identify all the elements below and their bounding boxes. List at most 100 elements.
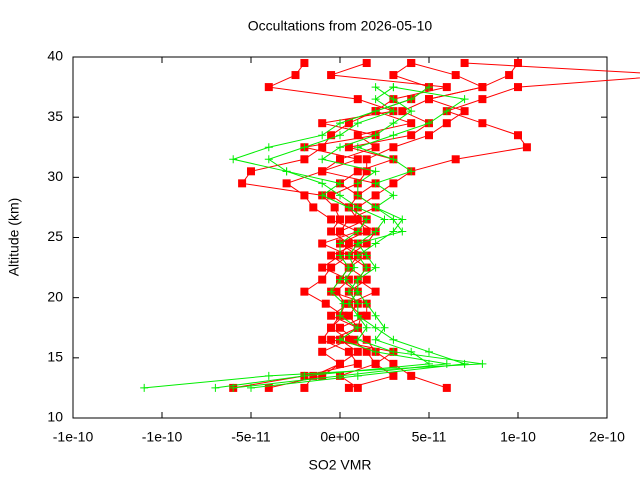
point bbox=[327, 215, 336, 224]
point bbox=[398, 215, 407, 224]
point bbox=[344, 203, 353, 212]
point bbox=[318, 155, 327, 164]
point bbox=[327, 311, 336, 320]
point bbox=[229, 383, 238, 392]
point bbox=[318, 371, 327, 380]
point bbox=[362, 347, 371, 356]
point bbox=[371, 335, 380, 344]
point bbox=[407, 95, 416, 104]
point bbox=[371, 179, 380, 188]
profile-line bbox=[330, 62, 519, 389]
point bbox=[371, 227, 380, 236]
point bbox=[318, 119, 327, 128]
point bbox=[442, 107, 451, 116]
point bbox=[371, 203, 380, 212]
point bbox=[344, 251, 353, 260]
x-tick-label: 0e+00 bbox=[320, 429, 360, 445]
y-tick-label: 40 bbox=[47, 48, 63, 64]
point bbox=[336, 131, 344, 140]
point bbox=[330, 203, 339, 212]
point bbox=[371, 311, 380, 320]
point bbox=[389, 179, 398, 188]
x-tick-label: -1e-10 bbox=[53, 429, 94, 445]
point bbox=[362, 323, 371, 332]
point bbox=[318, 131, 327, 140]
point bbox=[389, 119, 398, 128]
point bbox=[389, 155, 398, 164]
point bbox=[336, 179, 344, 188]
point bbox=[353, 359, 362, 368]
point bbox=[389, 71, 398, 80]
point bbox=[336, 251, 344, 260]
point bbox=[327, 71, 336, 80]
point bbox=[282, 167, 291, 176]
point bbox=[380, 215, 389, 224]
point bbox=[371, 239, 380, 248]
point bbox=[336, 275, 344, 284]
profile-line bbox=[250, 86, 465, 389]
point bbox=[407, 347, 416, 356]
point bbox=[336, 143, 344, 152]
point bbox=[327, 335, 336, 344]
point bbox=[362, 239, 371, 248]
point bbox=[264, 155, 273, 164]
point bbox=[514, 83, 522, 92]
point bbox=[407, 371, 416, 380]
point bbox=[353, 143, 362, 152]
point bbox=[371, 83, 380, 92]
point bbox=[371, 347, 380, 356]
point bbox=[398, 107, 407, 116]
point bbox=[380, 323, 389, 332]
y-tick-label: 10 bbox=[47, 409, 63, 425]
point bbox=[336, 359, 344, 368]
point bbox=[407, 107, 416, 116]
point bbox=[362, 335, 371, 344]
point bbox=[291, 71, 300, 80]
point bbox=[362, 155, 371, 164]
point bbox=[389, 83, 398, 92]
point bbox=[514, 131, 522, 140]
point bbox=[425, 347, 433, 356]
point bbox=[425, 119, 433, 128]
point bbox=[514, 59, 522, 68]
point bbox=[442, 83, 451, 92]
point bbox=[327, 191, 336, 200]
point bbox=[371, 131, 380, 140]
point bbox=[460, 107, 469, 116]
point bbox=[362, 275, 371, 284]
point bbox=[407, 167, 416, 176]
point bbox=[229, 155, 238, 164]
point bbox=[318, 191, 327, 200]
point bbox=[247, 167, 255, 176]
point bbox=[362, 299, 371, 308]
point bbox=[353, 239, 362, 248]
point bbox=[389, 371, 398, 380]
point bbox=[353, 299, 362, 308]
point bbox=[522, 143, 531, 152]
y-tick-label: 25 bbox=[47, 228, 63, 244]
point bbox=[327, 251, 336, 260]
point bbox=[353, 119, 362, 128]
profile-line bbox=[215, 86, 466, 389]
point bbox=[389, 335, 398, 344]
point bbox=[389, 107, 398, 116]
point bbox=[336, 155, 344, 164]
point bbox=[339, 299, 348, 308]
point bbox=[353, 203, 362, 212]
point bbox=[336, 323, 344, 332]
point bbox=[451, 155, 460, 164]
point bbox=[282, 179, 291, 188]
point bbox=[353, 275, 362, 284]
point bbox=[353, 287, 362, 296]
point bbox=[211, 383, 220, 392]
point bbox=[371, 359, 380, 368]
point bbox=[353, 191, 362, 200]
point bbox=[309, 371, 318, 380]
point bbox=[318, 347, 327, 356]
point bbox=[371, 167, 380, 176]
profile-line bbox=[241, 62, 431, 389]
point bbox=[309, 203, 318, 212]
point bbox=[318, 239, 327, 248]
point bbox=[371, 191, 380, 200]
